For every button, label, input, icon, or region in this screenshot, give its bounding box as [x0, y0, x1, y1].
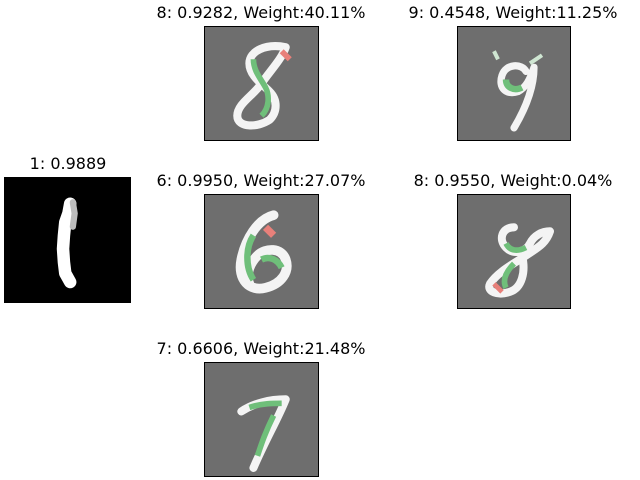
- explanation-image-2: [457, 26, 571, 141]
- explanation-image-3: [204, 194, 319, 309]
- digit-six-heatmap: [235, 210, 292, 294]
- explanation-image-1: [204, 26, 319, 141]
- digit-eight-heatmap: [233, 42, 292, 130]
- explanation-title-1: 8: 0.9282, Weight:40.11%: [156, 3, 366, 22]
- query-title: 1: 0.9889: [29, 154, 107, 173]
- query-image: [4, 177, 131, 303]
- query-digit-one: [56, 197, 78, 289]
- digit-eight-heatmap: [485, 223, 554, 298]
- explanation-title-5: 7: 0.6606, Weight:21.48%: [156, 339, 366, 358]
- explanation-image-5: [204, 362, 319, 477]
- digit-seven-heatmap: [237, 395, 290, 472]
- explanation-title-4: 8: 0.9550, Weight:0.04%: [413, 171, 613, 190]
- explanation-title-3: 6: 0.9950, Weight:27.07%: [156, 171, 366, 190]
- digit-nine-heatmap: [492, 50, 544, 132]
- explanation-title-2: 9: 0.4548, Weight:11.25%: [408, 3, 618, 22]
- explanation-image-4: [457, 194, 571, 309]
